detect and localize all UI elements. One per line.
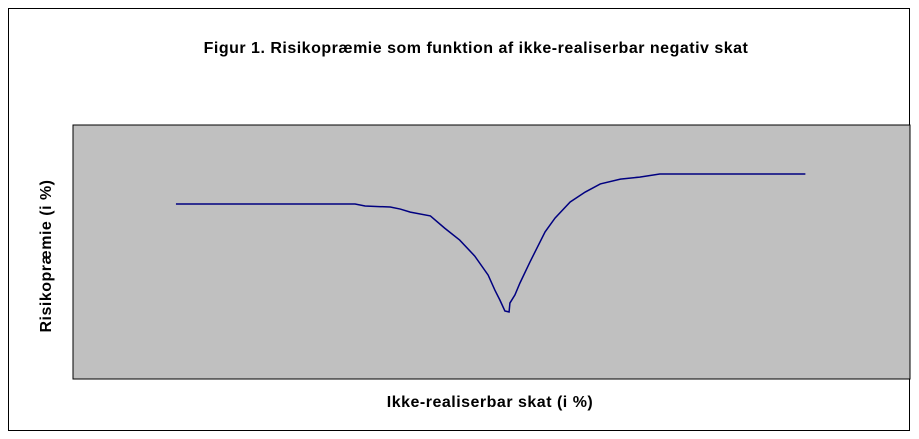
- y-axis-label: Risikopræmie (i %): [38, 179, 55, 332]
- line: [175, 173, 806, 313]
- x-axis-label: Ikke-realiserbar skat (i %): [387, 394, 594, 411]
- chart-title: Figur 1. Risikopræmie som funktion af ik…: [203, 40, 749, 57]
- plot-area: [72, 124, 911, 380]
